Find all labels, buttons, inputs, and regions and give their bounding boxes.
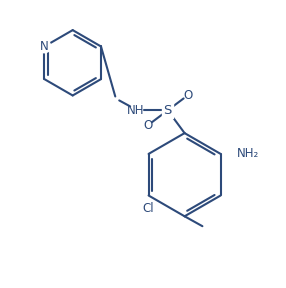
Text: N: N (40, 40, 49, 53)
Text: Cl: Cl (143, 202, 154, 215)
Text: NH: NH (127, 104, 145, 117)
Text: S: S (164, 104, 172, 117)
Text: O: O (143, 119, 152, 132)
Text: NH₂: NH₂ (237, 147, 259, 160)
Text: O: O (183, 89, 192, 102)
